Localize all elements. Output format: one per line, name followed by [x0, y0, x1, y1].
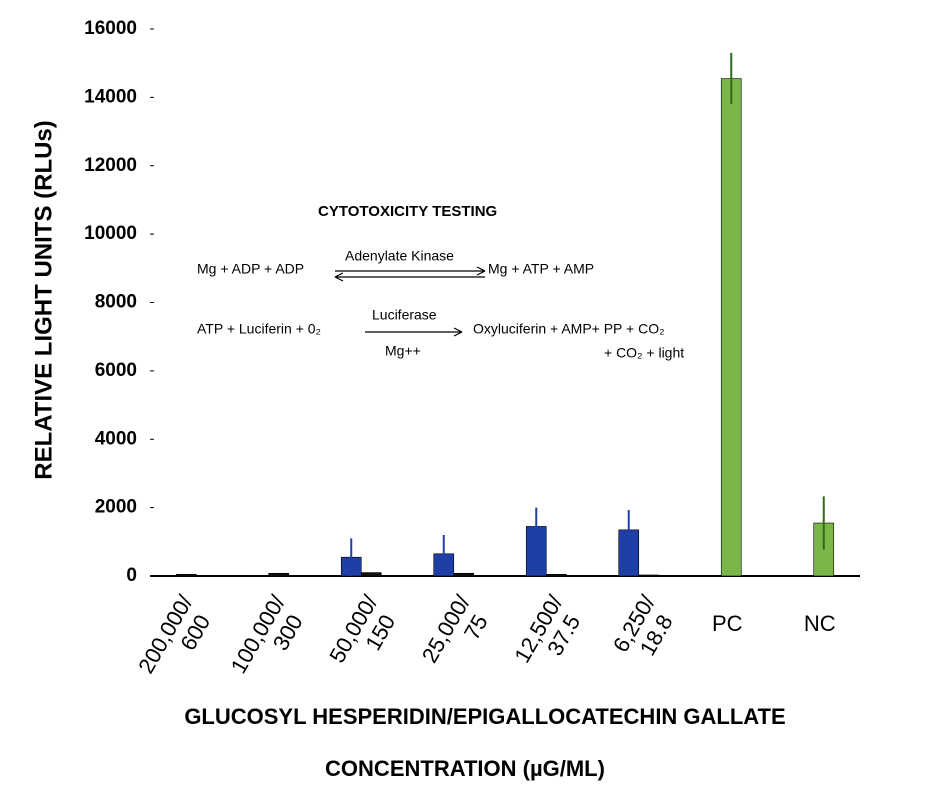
x-tick-label: 100,000/300 [226, 590, 308, 677]
x-tick-label: 50,000/150 [324, 590, 400, 667]
y-tick-label: 8000 [95, 292, 137, 313]
annotation: Adenylate Kinase [345, 248, 454, 264]
x-tick-label: PC [712, 611, 743, 636]
bar [638, 574, 660, 577]
bar [248, 575, 270, 577]
x-tick-label: 12,500/37.5 [509, 590, 585, 667]
x-tick-label: 6,250/18.8 [608, 590, 678, 660]
bar [453, 572, 475, 577]
bar [720, 78, 742, 577]
x-tick-label: 200,000/600 [133, 590, 215, 677]
y-tick-label: 4000 [95, 428, 137, 449]
x-axis-label: GLUCOSYL HESPERIDIN/EPIGALLOCATECHIN GAL… [184, 704, 785, 729]
bar [360, 572, 382, 577]
bar [545, 573, 567, 577]
annotation: ATP + Luciferin + 0₂ [197, 321, 321, 337]
y-axis-label: RELATIVE LIGHT UNITS (RLUs) [30, 120, 57, 480]
x-tick-label: NC [804, 611, 836, 636]
y-tick-label: 6000 [95, 360, 137, 381]
x-axis-label: CONCENTRATION (µG/ML) [325, 756, 605, 781]
bar [175, 573, 197, 577]
annotation: Mg + ADP + ADP [197, 261, 304, 277]
arrow [335, 266, 486, 276]
y-tick-label: 14000 [84, 86, 137, 107]
annotation: CYTOTOXICITY TESTING [318, 203, 497, 220]
y-tick-label: 10000 [84, 223, 137, 244]
y-tick-label: 0 [126, 565, 137, 586]
y-tick-label: 2000 [95, 497, 137, 518]
arrow [365, 327, 463, 337]
reaction-arrows [334, 266, 486, 337]
bar [268, 572, 290, 577]
y-tick-label: 16000 [84, 18, 137, 39]
annotation: Luciferase [372, 307, 437, 323]
annotation: Oxyluciferin + AMP+ PP + CO₂ [473, 321, 665, 337]
x-tick-label: 25,000/75 [417, 590, 493, 667]
annotation: Mg++ [385, 343, 421, 359]
arrow [334, 272, 485, 282]
annotation: Mg + ATP + AMP [488, 261, 594, 277]
annotation: + CO₂ + light [604, 345, 684, 361]
y-tick-label: 12000 [84, 155, 137, 176]
bar [155, 575, 177, 577]
